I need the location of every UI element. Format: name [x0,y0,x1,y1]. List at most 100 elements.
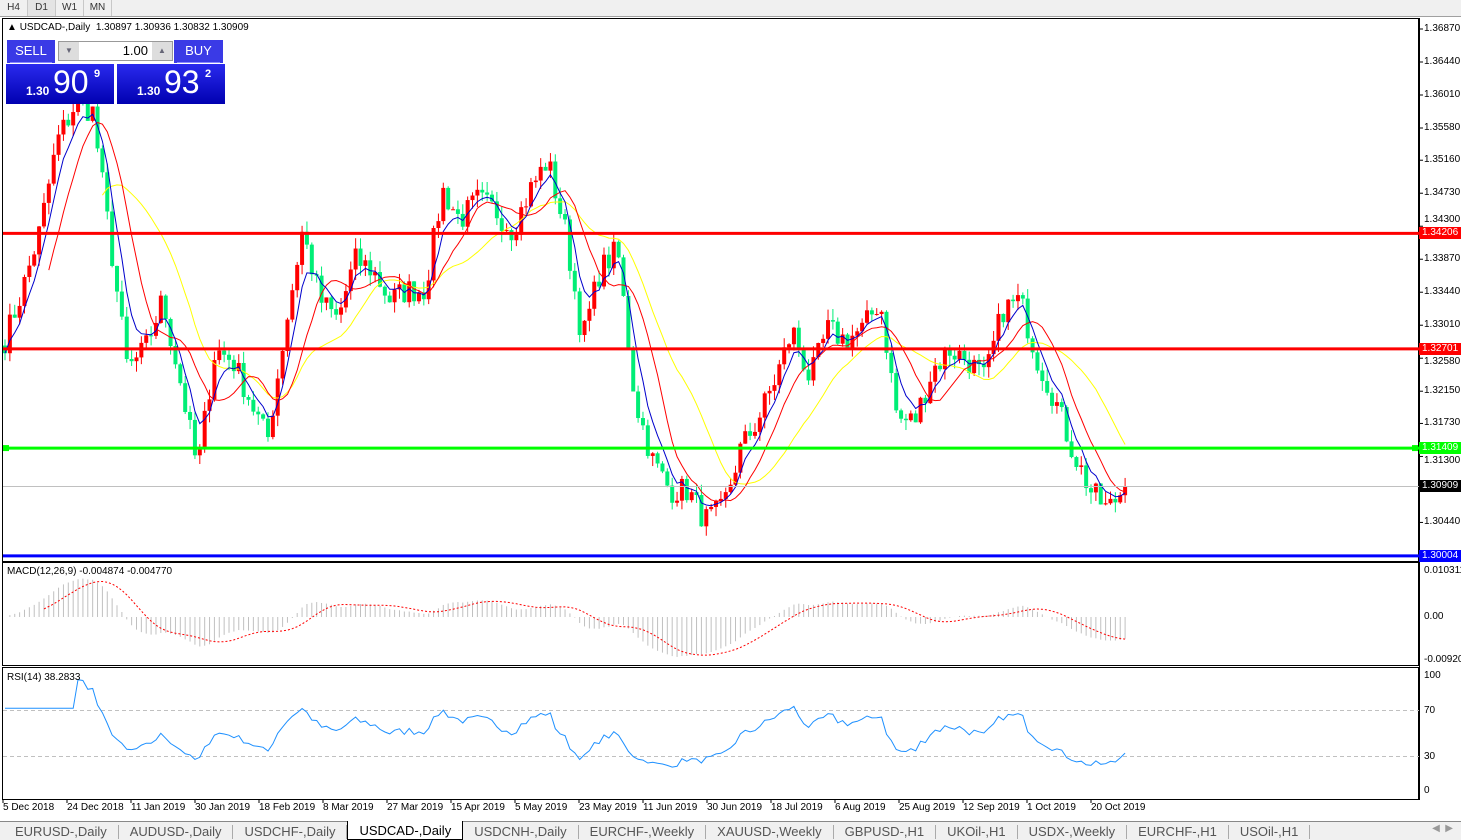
current-price-label: 1.30909 [1419,480,1461,493]
increase-lot-icon[interactable]: ▲ [152,42,172,60]
date-axis-label: 20 Oct 2019 [1091,802,1146,813]
macd-axis-label: 0.010311 [1424,565,1461,576]
timeframe-d1[interactable]: D1 [28,0,56,16]
candle [470,195,475,201]
chart-tab[interactable]: XAUUSD-,Weekly [706,825,834,839]
ma-fast-line [4,113,1126,507]
ask-pips: 93 [164,64,200,100]
date-axis-label: 5 May 2019 [515,802,568,813]
candle [368,260,373,276]
candle [606,254,611,269]
chart-tab[interactable]: USDX-,Weekly [1018,825,1128,839]
chart-tab[interactable]: EURUSD-,Daily [4,825,119,839]
candle [538,166,543,181]
price-pane[interactable] [2,18,1419,562]
ask-fraction: 2 [205,68,212,80]
timeframe-w1[interactable]: W1 [56,0,84,16]
price-axis-label: 1.33440 [1424,286,1461,298]
timeframe-toolbar: H4 D1 W1 MN [0,0,1461,17]
level-price-label[interactable]: 1.32701 [1419,342,1461,355]
rsi-label: RSI(14) 38.2833 [7,672,81,683]
candle [801,349,806,370]
chart-tab[interactable]: USDCAD-,Daily [347,821,464,840]
price-axis-label: 1.36010 [1424,88,1461,100]
candle [592,281,597,309]
candle [71,112,76,126]
candle [485,192,490,195]
candle [100,148,105,173]
candle [597,281,602,287]
candle [295,264,300,291]
tab-scroll-arrows[interactable]: ◀ ▶ [1432,823,1453,834]
candle [947,349,952,356]
candle [231,359,236,372]
candle [348,269,353,292]
price-axis-label: 1.30440 [1424,516,1461,528]
candle [66,119,71,126]
candle [1103,503,1108,505]
candle [524,206,529,208]
candle [353,248,358,270]
candle [899,410,904,419]
candle [1045,381,1050,393]
candle [251,399,256,412]
price-axis-label: 1.35160 [1424,154,1461,166]
candle [1020,295,1025,299]
buy-button[interactable]: BUY [174,40,223,63]
level-price-label[interactable]: 1.31409 [1419,442,1461,455]
candle [1035,352,1040,371]
candle [265,418,270,438]
chart-tab[interactable]: USDCHF-,Daily [233,825,348,839]
candle [1040,370,1045,382]
candle [684,478,689,501]
lot-input[interactable]: 1.00 [122,43,148,58]
candle [12,314,17,318]
rsi-pane[interactable] [2,667,1419,800]
chart-canvas[interactable] [0,0,1461,820]
lot-stepper[interactable]: ▼ 1.00 ▲ [58,41,173,61]
date-axis-label: 12 Sep 2019 [963,802,1020,813]
candle [748,431,753,436]
chart-tab[interactable]: EURCHF-,H1 [1127,825,1229,839]
candle [134,357,139,362]
chart-title: ▲ USDCAD-,Daily 1.30897 1.30936 1.30832 … [7,22,249,33]
candle [655,453,660,464]
chart-tab[interactable]: UKOil-,H1 [936,825,1018,839]
candle [1079,465,1084,467]
buy-price[interactable]: 1.30 93 2 [117,64,225,104]
candle [938,365,943,370]
date-axis-label: 24 Dec 2018 [67,802,124,813]
candle [41,202,46,227]
chart-tab[interactable]: USDCNH-,Daily [463,825,579,839]
sell-label: SELL [10,40,52,63]
candle [451,209,456,211]
chart-tab[interactable]: AUDUSD-,Daily [119,825,234,839]
chart-tab[interactable]: EURCHF-,Weekly [579,825,707,839]
ma-slow-line [101,184,1126,485]
candle [407,281,412,303]
candle [894,373,899,411]
candle [1006,299,1011,323]
bid-fraction: 9 [94,68,101,80]
candle [762,393,767,418]
candle [358,248,363,266]
candle [519,207,524,235]
sell-price[interactable]: 1.30 90 9 [6,64,114,104]
timeframe-mn[interactable]: MN [84,0,112,16]
candle [222,350,227,355]
chart-tab[interactable]: GBPUSD-,H1 [834,825,937,839]
candle [436,221,441,229]
chart-tab[interactable]: USOil-,H1 [1229,825,1311,839]
level-price-label[interactable]: 1.34206 [1419,227,1461,240]
date-axis-label: 18 Jul 2019 [771,802,823,813]
candle [32,254,37,266]
level-price-label[interactable]: 1.30004 [1419,549,1461,562]
timeframe-h4[interactable]: H4 [0,0,28,16]
candle [777,364,782,386]
decrease-lot-icon[interactable]: ▼ [59,42,79,60]
macd-pane[interactable] [2,562,1419,666]
candle [567,219,572,271]
sell-button[interactable]: SELL [7,40,55,63]
date-axis-label: 1 Oct 2019 [1027,802,1076,813]
candle [27,265,32,277]
